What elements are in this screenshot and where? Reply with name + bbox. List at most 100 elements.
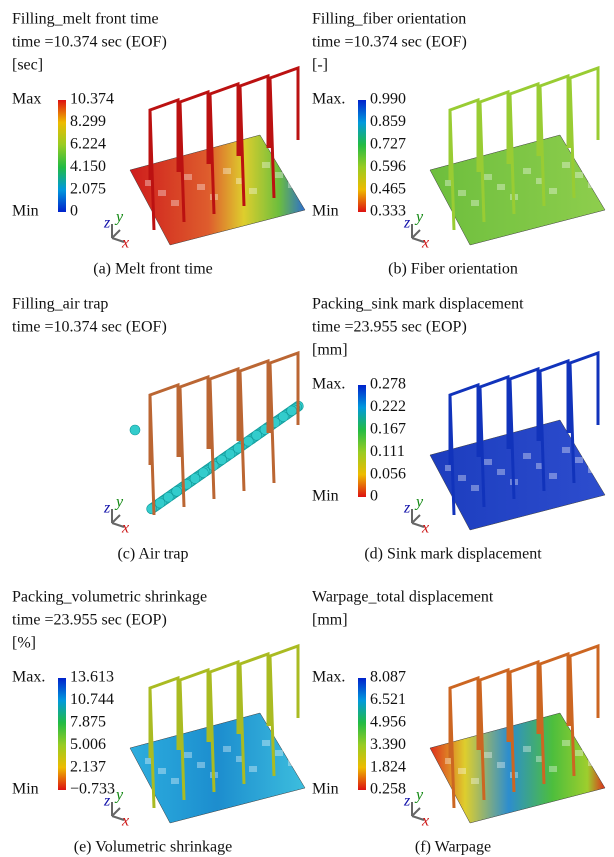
model-detail — [262, 740, 270, 746]
model-detail — [562, 740, 570, 746]
legend-min: Min — [312, 781, 339, 798]
legend-label: 10.374 — [70, 91, 114, 108]
model-detail — [523, 168, 531, 174]
model-detail — [288, 182, 296, 188]
panel-title: Filling_air trap — [12, 296, 108, 313]
model-detail — [458, 768, 466, 774]
legend-label: 4.150 — [70, 158, 106, 175]
model-detail — [484, 752, 492, 758]
legend-max: Max. — [312, 376, 345, 393]
model-body — [430, 135, 605, 245]
panel-title: time =23.955 sec (EOP) — [312, 319, 467, 336]
legend-label: 0.727 — [370, 135, 406, 152]
axis-label: z — [103, 215, 111, 232]
legend-max: Max — [12, 91, 41, 108]
model-detail — [184, 752, 192, 758]
axis-label: z — [403, 793, 411, 810]
model-detail — [497, 762, 505, 768]
model-detail — [158, 768, 166, 774]
legend-min: Min — [312, 203, 339, 220]
axis-label: x — [421, 813, 429, 830]
caption: (e) Volumetric shrinkage — [74, 839, 232, 856]
air-trap-bubble — [163, 492, 173, 502]
model-body — [430, 713, 605, 823]
panel-title: [-] — [312, 57, 328, 74]
air-trap-bubble — [217, 455, 227, 465]
panel-title: time =10.374 sec (EOF) — [12, 319, 167, 336]
caption: (c) Air trap — [117, 546, 188, 563]
legend-label: 1.824 — [370, 758, 406, 775]
model-detail — [197, 762, 205, 768]
model-detail — [588, 182, 596, 188]
air-trap-bubble — [155, 498, 165, 508]
model-detail — [549, 766, 557, 772]
axis-label: x — [421, 520, 429, 537]
panel: Warpage_total displacement [mm] Max. Min 8.0… — [312, 589, 605, 856]
axis-label: y — [414, 209, 424, 226]
model-detail — [562, 447, 570, 453]
legend-max: Max. — [312, 669, 345, 686]
model-detail — [171, 200, 179, 206]
panel: Filling_fiber orientationtime =10.374 se… — [312, 11, 605, 278]
model-detail — [471, 778, 479, 784]
model-detail — [484, 459, 492, 465]
axis-label: y — [114, 209, 124, 226]
caption: (b) Fiber orientation — [388, 261, 518, 278]
panel: Filling_air trap time =10.374 sec (EOF) zy… — [12, 296, 303, 563]
model-detail — [588, 467, 596, 473]
model-body — [130, 713, 305, 823]
caption: (a) Melt front time — [93, 261, 213, 278]
axis-label: x — [121, 235, 129, 252]
model-detail — [497, 469, 505, 475]
model-detail — [458, 475, 466, 481]
model-frame — [180, 377, 208, 507]
model-detail — [223, 168, 231, 174]
panel-title: [sec] — [12, 57, 43, 74]
legend-label: 0.278 — [370, 376, 406, 393]
legend-label: 0.258 — [370, 781, 406, 798]
colorbar — [358, 678, 366, 790]
panel-title: time =10.374 sec (EOF) — [12, 34, 167, 51]
axis-label: x — [121, 520, 129, 537]
legend-label: 0.859 — [370, 113, 406, 130]
model-detail — [549, 473, 557, 479]
legend-label: 3.390 — [370, 736, 406, 753]
air-trap-bubble — [252, 430, 262, 440]
model-detail — [484, 174, 492, 180]
panel-title: time =10.374 sec (EOF) — [312, 34, 467, 51]
legend-label: 2.137 — [70, 758, 106, 775]
model-detail — [549, 188, 557, 194]
panel-title: Warpage_total displacement — [312, 589, 494, 606]
axis-label: x — [121, 813, 129, 830]
model-detail — [171, 778, 179, 784]
legend-label: 2.075 — [70, 180, 106, 197]
axis-label: y — [114, 494, 124, 511]
legend-label: 0 — [370, 488, 378, 505]
legend-label: 10.744 — [70, 691, 114, 708]
legend-label: 0.990 — [370, 91, 406, 108]
axis-label: z — [103, 500, 111, 517]
legend-label: 0.465 — [370, 180, 406, 197]
colorbar — [58, 678, 66, 790]
panel: Packing_volumetric shrinkagetime =23.955… — [12, 589, 305, 856]
model-detail — [158, 190, 166, 196]
axis-label: y — [414, 494, 424, 511]
panel-title: time =23.955 sec (EOP) — [12, 612, 167, 629]
legend-min: Min — [312, 488, 339, 505]
legend-label: 6.521 — [370, 691, 406, 708]
model-detail — [184, 174, 192, 180]
legend-label: 6.224 — [70, 135, 106, 152]
panel-title: [mm] — [312, 612, 348, 629]
legend-label: 8.087 — [370, 669, 406, 686]
air-trap-bubble — [225, 449, 235, 459]
axis-label: y — [414, 787, 424, 804]
panel-title: [mm] — [312, 342, 348, 359]
legend-max: Max. — [312, 91, 345, 108]
legend-label: 13.613 — [70, 669, 114, 686]
model-detail — [523, 453, 531, 459]
model-detail — [471, 200, 479, 206]
caption: (d) Sink mark displacement — [364, 546, 542, 563]
air-trap-bubble — [130, 425, 140, 435]
legend-label: 0 — [70, 203, 78, 220]
